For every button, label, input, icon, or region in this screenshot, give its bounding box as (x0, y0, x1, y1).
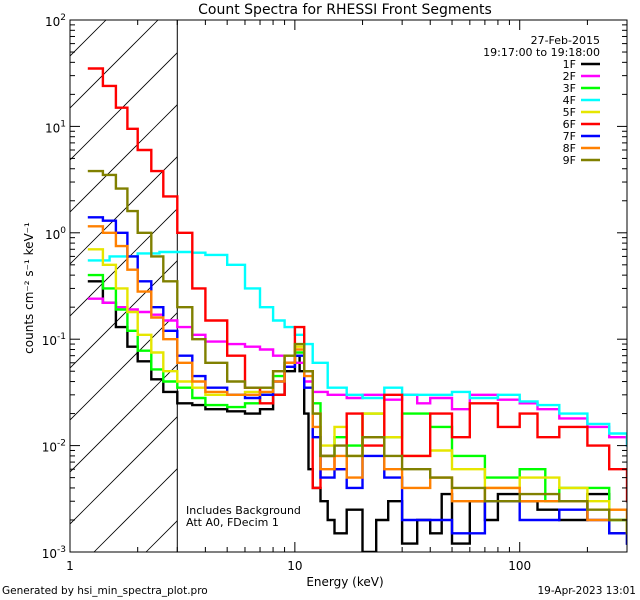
series-layer (87, 67, 627, 552)
hatch-line (70, 52, 178, 161)
y-tick-labels: 102 101 100 10-1 10-2 10-3 (42, 13, 67, 561)
x-axis-label: Energy (keV) (306, 575, 383, 589)
footer-date-label: 19-Apr-2023 13:01 (537, 585, 636, 597)
time-range-label: 19:17:00 to 19:18:00 (483, 46, 600, 59)
legend-label-4f: 4F (563, 94, 576, 107)
y-tick-label: 10-1 (42, 332, 66, 348)
x-tick-labels: 1 10 100 (66, 559, 531, 573)
hatch-line (70, 20, 159, 109)
hatch-line (70, 364, 178, 473)
x-tick-label: 10 (287, 559, 302, 573)
y-axis-label: counts cm⁻² s⁻¹ keV⁻¹ (22, 222, 36, 354)
axis-ticks (69, 19, 628, 553)
series-1f (87, 280, 627, 552)
legend-label-6f: 6F (563, 118, 576, 131)
date-label: 27-Feb-2015 (531, 34, 600, 47)
legend-label-7f: 7F (563, 130, 576, 143)
legend-label-3f: 3F (563, 82, 576, 95)
plot-frame (69, 19, 628, 553)
note-background: Includes Background (186, 504, 301, 517)
chart-title: Count Spectra for RHESSI Front Segments (198, 2, 492, 18)
legend-label-5f: 5F (563, 106, 576, 119)
y-tick-label: 102 (45, 13, 66, 29)
x-tick-label: 100 (508, 559, 531, 573)
series-4f (87, 250, 627, 447)
x-tick-label: 1 (66, 559, 74, 573)
legend-label-2f: 2F (563, 70, 576, 83)
note-attenuator: Att A0, FDecim 1 (186, 516, 279, 529)
generated-by-label: Generated by hsi_min_spectra_plot.pro (2, 585, 208, 597)
y-tick-label: 101 (45, 119, 66, 135)
hatch-line (70, 416, 178, 525)
y-tick-label: 10-3 (42, 545, 66, 561)
y-tick-label: 100 (45, 226, 66, 242)
legend-label-9f: 9F (563, 154, 576, 167)
hatch-line (70, 208, 178, 317)
y-tick-label: 10-2 (42, 439, 66, 455)
legend-label-1f: 1F (563, 58, 576, 71)
hatch-line (70, 260, 178, 369)
legend-label-8f: 8F (563, 142, 576, 155)
series-9f (87, 169, 627, 535)
